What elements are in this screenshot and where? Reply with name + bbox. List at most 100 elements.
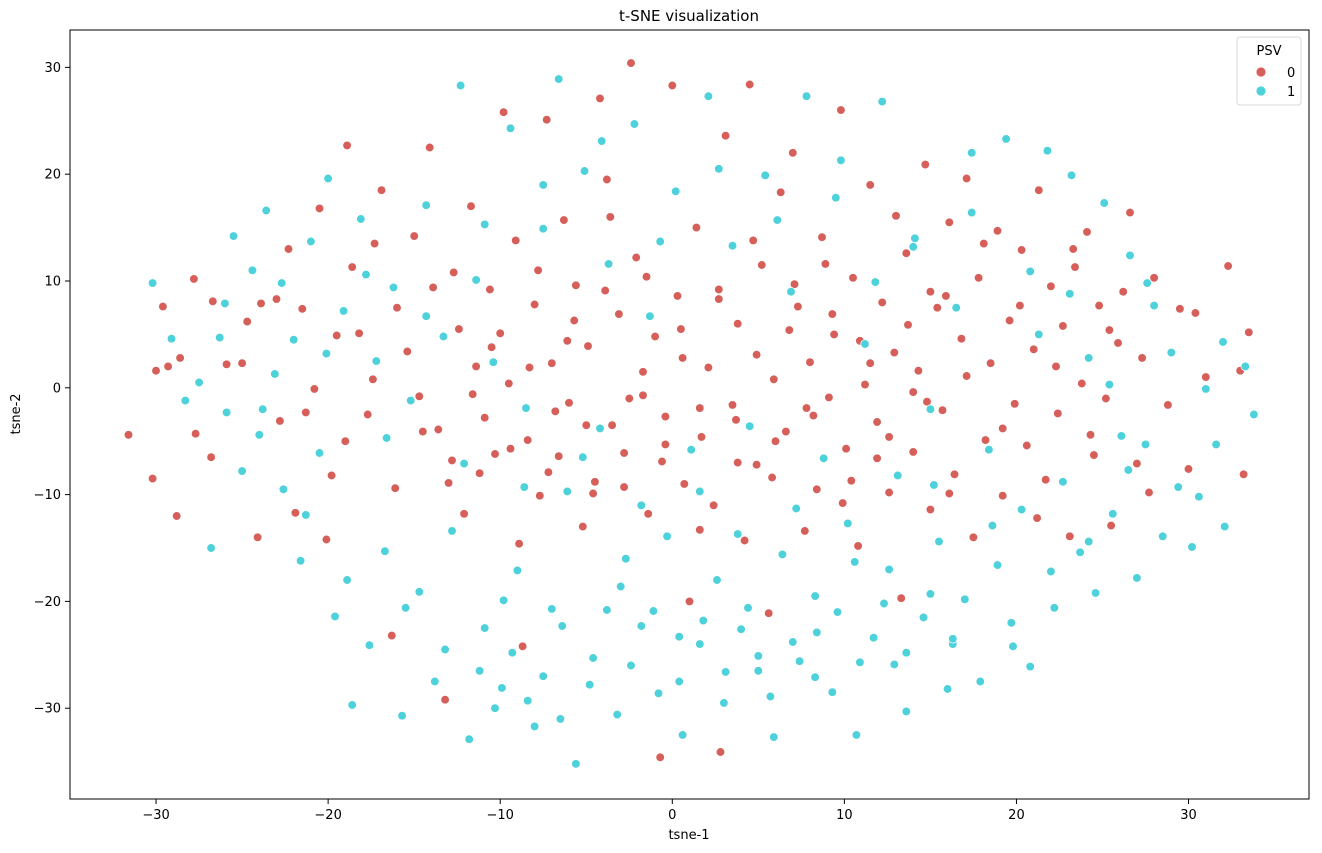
data-point-psv-1 xyxy=(585,680,595,690)
data-point-psv-0 xyxy=(891,211,901,221)
data-point-psv-0 xyxy=(865,358,875,368)
data-point-psv-0 xyxy=(667,80,677,91)
data-point-psv-0 xyxy=(1238,469,1249,479)
legend-label-0: 0 xyxy=(1287,66,1295,81)
data-point-psv-1 xyxy=(812,627,822,638)
data-point-psv-1 xyxy=(910,233,920,243)
data-point-psv-0 xyxy=(920,159,930,170)
data-point-psv-1 xyxy=(289,335,299,345)
data-point-psv-1 xyxy=(1034,329,1044,340)
data-point-psv-1 xyxy=(523,696,533,706)
data-point-psv-0 xyxy=(569,315,579,326)
data-point-psv-1 xyxy=(671,186,681,196)
data-point-psv-1 xyxy=(1025,266,1035,277)
data-point-psv-0 xyxy=(1065,531,1075,541)
data-point-psv-0 xyxy=(884,432,894,442)
data-point-psv-0 xyxy=(884,487,894,498)
data-point-psv-1 xyxy=(889,659,899,670)
y-tick-label: 30 xyxy=(44,61,61,76)
data-point-psv-0 xyxy=(571,280,581,290)
data-point-psv-1 xyxy=(810,591,820,601)
data-point-psv-1 xyxy=(819,453,829,463)
data-point-psv-0 xyxy=(271,294,282,304)
data-point-psv-0 xyxy=(459,509,469,519)
data-point-psv-0 xyxy=(172,511,182,521)
data-point-psv-0 xyxy=(554,451,564,461)
data-point-psv-1 xyxy=(1158,531,1168,541)
data-point-psv-1 xyxy=(301,510,311,520)
data-point-psv-0 xyxy=(626,58,636,68)
x-axis-ticks: −30 −20 −10 0 10 20 30 xyxy=(142,799,1197,823)
data-point-psv-1 xyxy=(166,334,177,344)
data-point-psv-0 xyxy=(956,334,967,344)
data-point-psv-1 xyxy=(967,148,977,158)
data-point-psv-1 xyxy=(712,575,722,585)
data-point-psv-0 xyxy=(1201,372,1211,382)
data-point-psv-0 xyxy=(485,284,495,295)
data-point-psv-1 xyxy=(677,730,688,740)
data-point-psv-0 xyxy=(619,448,629,458)
y-tick-label: −30 xyxy=(34,702,61,717)
data-point-psv-0 xyxy=(684,596,695,607)
data-point-psv-0 xyxy=(1183,464,1194,474)
data-point-psv-0 xyxy=(1053,408,1063,419)
data-point-psv-1 xyxy=(1125,250,1135,261)
data-point-psv-0 xyxy=(542,115,552,125)
data-point-psv-0 xyxy=(992,226,1003,236)
data-point-psv-1 xyxy=(765,691,776,702)
data-point-psv-0 xyxy=(660,439,671,450)
data-point-psv-0 xyxy=(714,294,724,304)
data-point-psv-1 xyxy=(258,404,268,414)
data-point-psv-0 xyxy=(824,392,834,403)
data-point-psv-1 xyxy=(555,714,566,724)
data-point-psv-1 xyxy=(843,518,853,529)
data-point-psv-0 xyxy=(1137,353,1147,363)
data-point-psv-0 xyxy=(151,366,161,376)
data-point-psv-0 xyxy=(841,444,851,454)
data-point-psv-0 xyxy=(1015,300,1025,311)
data-point-psv-1 xyxy=(228,231,239,241)
data-point-psv-1 xyxy=(908,242,918,252)
data-point-psv-0 xyxy=(695,525,705,535)
plot-frame xyxy=(69,29,1310,800)
data-point-psv-0 xyxy=(643,509,653,519)
data-point-psv-0 xyxy=(853,541,863,551)
data-point-psv-1 xyxy=(364,640,375,650)
data-point-psv-1 xyxy=(629,119,640,129)
data-point-psv-0 xyxy=(297,304,307,314)
y-axis-ticks: −30 −20 −10 0 10 20 30 xyxy=(34,61,70,717)
data-point-psv-1 xyxy=(1001,134,1011,144)
data-point-psv-1 xyxy=(538,224,548,234)
data-point-psv-1 xyxy=(1220,521,1230,532)
data-point-psv-0 xyxy=(961,173,972,184)
data-point-psv-1 xyxy=(810,672,820,682)
data-point-psv-1 xyxy=(636,621,646,631)
data-point-psv-1 xyxy=(925,589,936,599)
data-point-psv-0 xyxy=(776,187,786,197)
data-point-psv-0 xyxy=(390,483,400,493)
data-point-psv-0 xyxy=(332,330,342,341)
data-point-psv-1 xyxy=(788,637,798,647)
data-point-psv-1 xyxy=(261,205,271,216)
data-point-psv-0 xyxy=(208,296,218,306)
data-point-psv-0 xyxy=(679,479,689,489)
data-point-psv-0 xyxy=(1029,344,1039,354)
data-point-psv-1 xyxy=(753,666,763,676)
data-point-psv-1 xyxy=(967,207,977,218)
data-point-psv-0 xyxy=(340,436,350,446)
data-point-psv-1 xyxy=(984,445,994,455)
data-point-psv-1 xyxy=(295,556,306,566)
data-point-psv-1 xyxy=(616,581,626,592)
data-point-psv-0 xyxy=(619,482,629,492)
x-tick-label: −30 xyxy=(142,808,169,823)
data-point-psv-1 xyxy=(686,445,696,455)
data-point-psv-1 xyxy=(474,666,485,676)
data-point-psv-0 xyxy=(524,362,535,373)
data-point-psv-0 xyxy=(676,324,686,334)
data-point-psv-0 xyxy=(1046,281,1056,291)
data-point-psv-1 xyxy=(733,529,743,539)
data-point-psv-1 xyxy=(342,575,352,585)
data-point-psv-0 xyxy=(595,93,605,104)
data-point-psv-1 xyxy=(507,648,517,658)
data-point-psv-1 xyxy=(918,612,929,623)
